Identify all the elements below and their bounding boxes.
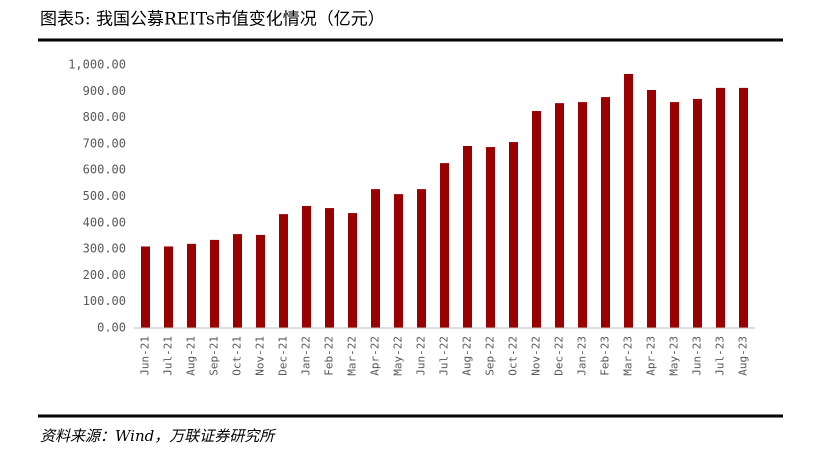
y-tick-label: 400.00 <box>83 215 126 229</box>
bar <box>624 73 633 328</box>
x-tick-label: Feb-22 <box>323 336 336 376</box>
x-tick-label: Feb-23 <box>599 336 612 376</box>
y-tick-label: 800.00 <box>83 110 126 124</box>
bar <box>647 89 656 328</box>
bar <box>233 234 242 328</box>
x-tick-label: Jun-23 <box>691 336 704 376</box>
x-tick-label: Jan-22 <box>300 336 313 376</box>
x-tick-label: May-22 <box>392 336 405 376</box>
bar <box>371 189 380 328</box>
x-tick-label: Mar-22 <box>346 336 359 376</box>
x-tick-label: Dec-22 <box>553 336 566 376</box>
bar <box>601 97 610 328</box>
bar <box>187 243 196 328</box>
bar <box>325 208 334 328</box>
x-tick-label: Apr-23 <box>645 336 658 376</box>
x-tick-label: Oct-21 <box>231 336 244 376</box>
bar <box>417 189 426 328</box>
bar <box>279 214 288 328</box>
x-tick-label: Jul-21 <box>162 336 175 376</box>
x-tick-label: Jun-22 <box>415 336 428 376</box>
bar <box>463 146 472 328</box>
y-tick-label: 300.00 <box>83 242 126 256</box>
x-tick-label: Jan-23 <box>576 336 589 376</box>
y-tick-label: 600.00 <box>83 163 126 177</box>
bar <box>578 102 587 328</box>
bar <box>440 163 449 328</box>
x-tick-label: Jul-23 <box>714 336 727 376</box>
bar <box>693 98 702 328</box>
x-tick-label: Aug-23 <box>737 336 750 376</box>
y-tick-label: 900.00 <box>83 84 126 98</box>
y-tick-label: 200.00 <box>83 268 126 282</box>
y-tick-label: 700.00 <box>83 136 126 150</box>
source-note: 资料来源：Wind，万联证券研究所 <box>40 427 276 445</box>
y-tick-label: 1,000.00 <box>68 58 126 72</box>
x-tick-label: Jun-21 <box>139 336 152 376</box>
bar <box>394 194 403 328</box>
bar <box>210 239 219 328</box>
bar <box>716 87 725 328</box>
y-tick-label: 100.00 <box>83 294 126 308</box>
bar <box>302 205 311 328</box>
x-tick-label: Apr-22 <box>369 336 382 376</box>
bar <box>141 246 150 328</box>
x-tick-label: Oct-22 <box>507 336 520 376</box>
x-tick-label: Sep-22 <box>484 336 497 376</box>
bar <box>739 87 748 328</box>
x-tick-label: Mar-23 <box>622 336 635 376</box>
x-tick-label: Jul-22 <box>438 336 451 376</box>
bar <box>256 234 265 328</box>
y-tick-label: 500.00 <box>83 189 126 203</box>
y-tick-label: 0.00 <box>97 321 126 335</box>
bar <box>348 213 357 328</box>
chart-title: 图表5: 我国公募REITs市值变化情况（亿元） <box>40 10 385 30</box>
x-tick-label: Nov-21 <box>254 336 267 376</box>
bar <box>532 111 541 329</box>
x-tick-label: Dec-21 <box>277 336 290 376</box>
x-tick-label: May-23 <box>668 336 681 376</box>
x-tick-label: Sep-21 <box>208 336 221 376</box>
bar <box>509 142 518 328</box>
bar <box>486 147 495 328</box>
bar <box>670 102 679 328</box>
x-tick-label: Aug-22 <box>461 336 474 376</box>
bar <box>164 246 173 328</box>
x-tick-label: Nov-22 <box>530 336 543 376</box>
x-tick-label: Aug-21 <box>185 336 198 376</box>
bar <box>555 103 564 328</box>
